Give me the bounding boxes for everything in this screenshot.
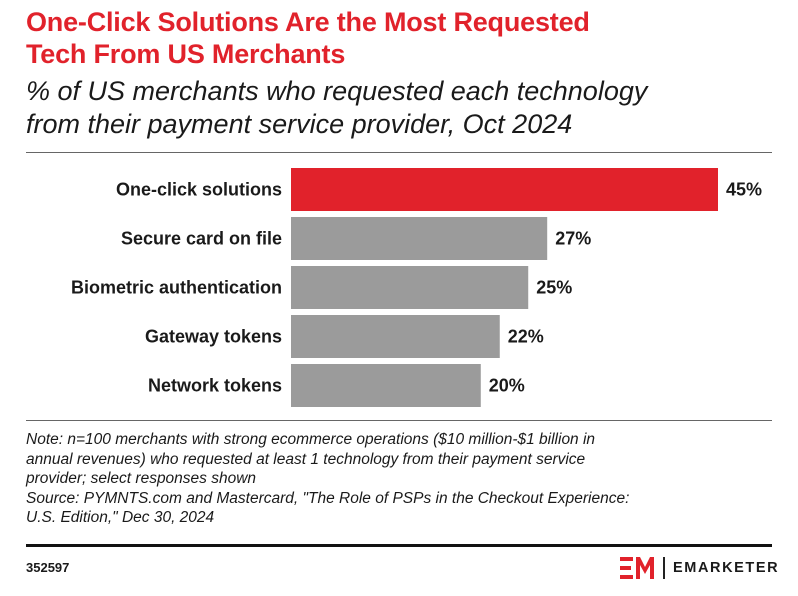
value-label-4: 20% <box>489 376 525 396</box>
category-label-4: Network tokens <box>148 376 282 396</box>
bar-4 <box>291 364 481 407</box>
chart-subtitle-line-1: % of US merchants who requested each tec… <box>26 76 648 106</box>
bar-0 <box>291 168 718 211</box>
brand-logo: EMARKETER <box>620 555 779 581</box>
bar-2 <box>291 266 529 309</box>
bar-3 <box>291 315 500 358</box>
note-line-1: Note: n=100 merchants with strong ecomme… <box>26 431 596 448</box>
bar-1 <box>291 217 548 260</box>
chart-title-line-2: Tech From US Merchants <box>26 39 346 69</box>
category-label-1: Secure card on file <box>121 229 282 249</box>
em-logo-icon <box>620 557 654 579</box>
chart-subtitle: % of US merchants who requested each tec… <box>26 75 786 141</box>
brand-name: EMARKETER <box>673 560 780 576</box>
value-label-2: 25% <box>536 278 572 298</box>
chart-title: One-Click Solutions Are the Most Request… <box>26 6 766 70</box>
chart-notes: Note: n=100 merchants with strong ecomme… <box>26 430 786 528</box>
category-label-3: Gateway tokens <box>145 327 282 347</box>
note-line-3: provider; select responses shown <box>26 470 257 487</box>
bar-chart: One-click solutions 45% Secure card on fil… <box>71 168 762 407</box>
source-line-1: Source: PYMNTS.com and Mastercard, "The … <box>26 489 630 507</box>
chart-title-line-1: One-Click Solutions Are the Most Request… <box>26 7 590 37</box>
category-label-2: Biometric authentication <box>71 278 282 298</box>
header-divider <box>26 152 772 153</box>
chart-subtitle-line-2: from their payment service provider, Oct… <box>26 109 573 139</box>
brand-separator <box>663 557 665 579</box>
value-label-3: 22% <box>508 327 544 347</box>
chart-id: 352597 <box>26 560 70 575</box>
value-label-0: 45% <box>726 180 762 200</box>
chart-divider <box>26 420 772 421</box>
source-line-2: U.S. Edition," Dec 30, 2024 <box>26 509 215 526</box>
note-line-2: annual revenues) who requested at least … <box>26 450 586 468</box>
category-label-0: One-click solutions <box>116 180 282 200</box>
value-label-1: 27% <box>555 229 591 249</box>
footer-divider <box>26 544 772 547</box>
